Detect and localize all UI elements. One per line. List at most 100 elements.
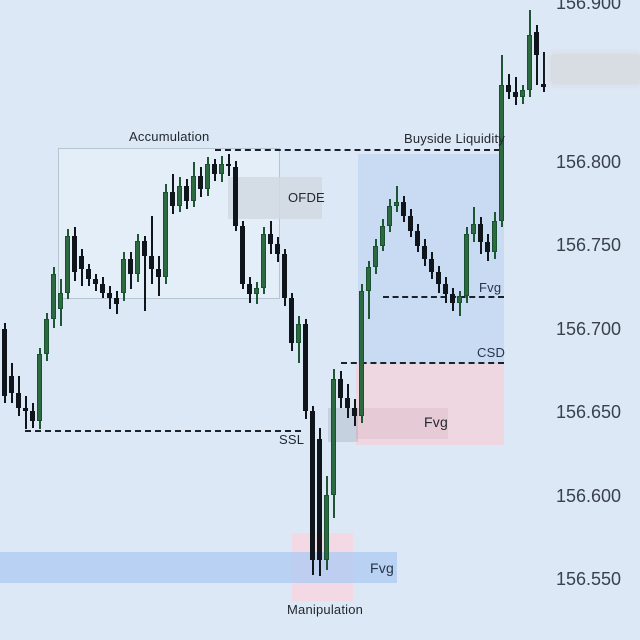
- candle-down: [513, 92, 518, 97]
- candle-down: [72, 235, 77, 272]
- csd-label: CSD: [477, 345, 506, 360]
- candle-down: [408, 215, 413, 231]
- price-axis-label: 156.650: [556, 402, 622, 422]
- candle-down: [128, 259, 133, 274]
- candle-up: [254, 287, 259, 294]
- ofde-zone: [228, 177, 322, 219]
- candle-up: [51, 274, 56, 319]
- candle-up: [324, 494, 329, 560]
- candle-up: [37, 354, 42, 421]
- price-axis-label: 156.550: [556, 569, 622, 589]
- accumulation-box: [58, 148, 280, 299]
- candle-down: [212, 163, 217, 174]
- candle-up: [135, 240, 140, 274]
- accumulation-label: Accumulation: [129, 129, 210, 144]
- candle-up: [359, 290, 364, 416]
- buyside-liquidity-line: [215, 149, 500, 151]
- candle-down: [2, 329, 7, 396]
- candle-up: [121, 259, 126, 293]
- candle-up: [58, 292, 63, 309]
- fvg-label-buyside-zone: Fvg: [479, 280, 502, 295]
- candle-down: [436, 272, 441, 284]
- candle-wick: [24, 396, 27, 429]
- candle-up: [471, 224, 476, 234]
- candle-up: [394, 202, 399, 206]
- candle-wick: [542, 52, 545, 92]
- candle-wick: [514, 77, 517, 105]
- candle-down: [23, 407, 28, 411]
- candle-down: [184, 185, 189, 201]
- candle-down: [142, 240, 147, 256]
- candle-down: [310, 411, 315, 560]
- candle-down: [79, 255, 84, 269]
- candle-up: [373, 245, 378, 267]
- candle-down: [478, 224, 483, 242]
- candle-wick: [150, 215, 153, 284]
- candle-up: [296, 324, 301, 343]
- candle-up: [527, 35, 532, 90]
- candle-down: [429, 259, 434, 272]
- candle-down: [534, 31, 539, 55]
- candle-up: [191, 175, 196, 201]
- fvg-line: [383, 296, 504, 298]
- candle-down: [226, 163, 231, 166]
- candle-up: [457, 295, 462, 303]
- price-axis-label: 156.750: [556, 235, 622, 255]
- candle-down: [86, 269, 91, 279]
- ssl-label: SSL: [279, 432, 305, 447]
- candle-down: [198, 175, 203, 189]
- fvg-label-bottom-band: Fvg: [370, 560, 394, 576]
- candle-down: [289, 297, 294, 343]
- manipulation-label: Manipulation: [287, 602, 364, 617]
- candle-down: [450, 294, 455, 303]
- candle-up: [492, 220, 497, 252]
- csd-fvg-zone-pink: [356, 364, 504, 445]
- candle-down: [345, 397, 350, 408]
- candle-up: [464, 234, 469, 296]
- ofde-label: OFDE: [288, 190, 325, 205]
- csd-line: [341, 362, 504, 364]
- candle-up: [163, 192, 168, 277]
- candle-down: [30, 411, 35, 421]
- current-price-marker-blurred: [551, 54, 640, 84]
- candle-down: [485, 242, 490, 252]
- candle-down: [303, 324, 308, 411]
- candle-up: [380, 225, 385, 246]
- candle-down: [422, 245, 427, 259]
- candle-down: [268, 234, 273, 244]
- candle-down: [338, 379, 343, 398]
- candle-up: [44, 319, 49, 354]
- candle-wick: [535, 25, 538, 85]
- candle-up: [261, 234, 266, 288]
- candle-down: [149, 255, 154, 269]
- candle-down: [443, 284, 448, 294]
- candle-down: [506, 85, 511, 92]
- candle-up: [387, 205, 392, 226]
- candle-down: [16, 392, 21, 408]
- ssl-line: [25, 430, 301, 432]
- fvg-label-pink-zone: Fvg: [424, 414, 448, 430]
- candle-down: [541, 83, 546, 87]
- price-axis-label: 156.900: [556, 0, 622, 13]
- candle-up: [219, 163, 224, 174]
- price-axis-label: 156.600: [556, 486, 622, 506]
- candle-down: [114, 297, 119, 304]
- candle-up: [520, 90, 525, 97]
- fvg-band-blue: [0, 552, 397, 583]
- candle-wick: [395, 185, 398, 212]
- candle-up: [331, 379, 336, 495]
- candle-down: [156, 269, 161, 277]
- candle-wick: [143, 235, 146, 311]
- candle-down: [247, 284, 252, 294]
- buyside-liquidity-label: Buyside Liquidity: [404, 131, 505, 146]
- price-axis-label: 156.700: [556, 319, 622, 339]
- candle-down: [9, 376, 14, 393]
- candle-up: [499, 85, 504, 221]
- candle-down: [107, 292, 112, 298]
- candle-down: [282, 254, 287, 298]
- candle-down: [170, 192, 175, 206]
- candle-down: [275, 244, 280, 254]
- candle-wick: [458, 290, 461, 316]
